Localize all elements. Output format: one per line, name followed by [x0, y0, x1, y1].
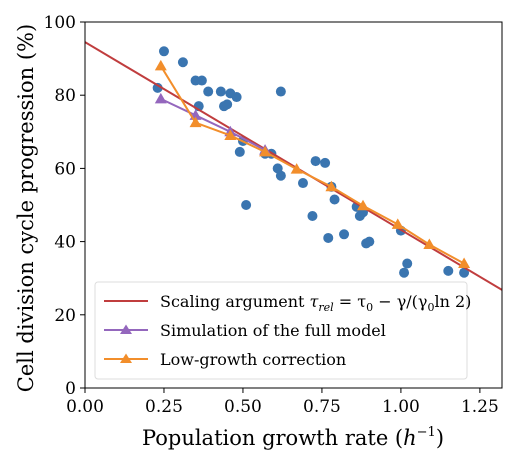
- series-line-2: [159, 65, 465, 265]
- series-layer: [85, 41, 502, 291]
- y-tick-label: 0: [65, 379, 76, 399]
- scatter-point: [297, 178, 308, 189]
- triangle-marker: [325, 180, 338, 192]
- triangle-marker: [290, 163, 303, 174]
- legend-marker-lowgrowth: [120, 353, 132, 363]
- scatter-point: [329, 194, 340, 205]
- scatter-point: [459, 267, 470, 278]
- scatter-point: [275, 170, 286, 181]
- scatter-point: [310, 156, 321, 167]
- scatter-point: [443, 265, 454, 276]
- legend-label-lowgrowth: Low-growth correction: [160, 350, 346, 369]
- scatter-point: [399, 267, 410, 278]
- triangle-marker: [391, 218, 404, 229]
- y-tick-label: 100: [44, 13, 76, 33]
- scatter-point: [203, 86, 214, 97]
- legend-label-scaling: Scaling argument τrel = τ0 − γ/(γ0ln 2): [160, 292, 471, 314]
- scatter-point: [339, 229, 350, 240]
- triangle-marker: [423, 238, 436, 250]
- x-axis-title-close: ): [436, 426, 444, 450]
- triangle-marker: [189, 116, 202, 128]
- scatter-point: [222, 99, 233, 110]
- x-axis-title: Population growth rate (h−1): [142, 425, 444, 450]
- legend-label-simulation: Simulation of the full model: [160, 321, 386, 340]
- y-tick-label: 40: [54, 233, 76, 253]
- legend-marker-simulation: [120, 324, 132, 334]
- x-tick-label: 1.00: [382, 397, 420, 417]
- y-tick-label: 60: [54, 159, 76, 179]
- scatter-point: [275, 86, 286, 97]
- legend: Scaling argument τrel = τ0 − γ/(γ0ln 2) …: [94, 281, 471, 380]
- scatter-point: [234, 146, 245, 157]
- series-line-1: [160, 97, 266, 151]
- axis-layer: 0.00 0.25 0.50 0.75 1.00 1.25 0 20 40 60 80 100: [44, 13, 499, 417]
- triangle-marker: [154, 59, 167, 71]
- triangle-marker: [224, 129, 237, 140]
- x-axis-title-sup: −1: [417, 425, 436, 440]
- y-tick-label: 20: [54, 306, 76, 326]
- plot-frame: [84, 21, 503, 389]
- x-tick-label: 0.25: [145, 397, 183, 417]
- triangle-marker: [259, 145, 272, 157]
- x-tick-label: 0.50: [224, 397, 262, 417]
- y-tick-label: 80: [54, 86, 76, 106]
- scatter-point: [196, 75, 207, 86]
- triangle-marker: [357, 199, 369, 211]
- x-tick-label: 0.75: [303, 397, 341, 417]
- triangle-marker: [154, 92, 167, 104]
- x-tick-label: 0.00: [66, 397, 104, 417]
- scatter-point: [158, 46, 169, 57]
- scatter-point: [320, 157, 331, 168]
- triangle-marker: [458, 257, 471, 269]
- scatter-point: [402, 258, 413, 269]
- scatter-point: [231, 92, 242, 103]
- scatter-point: [364, 236, 375, 247]
- scatter-point: [307, 210, 318, 221]
- scatter-point: [215, 86, 226, 97]
- x-axis-title-var: h: [403, 426, 417, 450]
- legend-frame: [94, 281, 468, 380]
- x-axis-title-main: Population growth rate (: [142, 426, 403, 450]
- y-axis-title: Cell division cycle progression (%): [14, 24, 38, 392]
- scatter-point: [241, 200, 252, 210]
- scatter-point: [323, 232, 334, 243]
- scatter-point: [152, 82, 163, 93]
- x-tick-label: 1.25: [461, 397, 499, 417]
- scatter-point: [177, 57, 188, 68]
